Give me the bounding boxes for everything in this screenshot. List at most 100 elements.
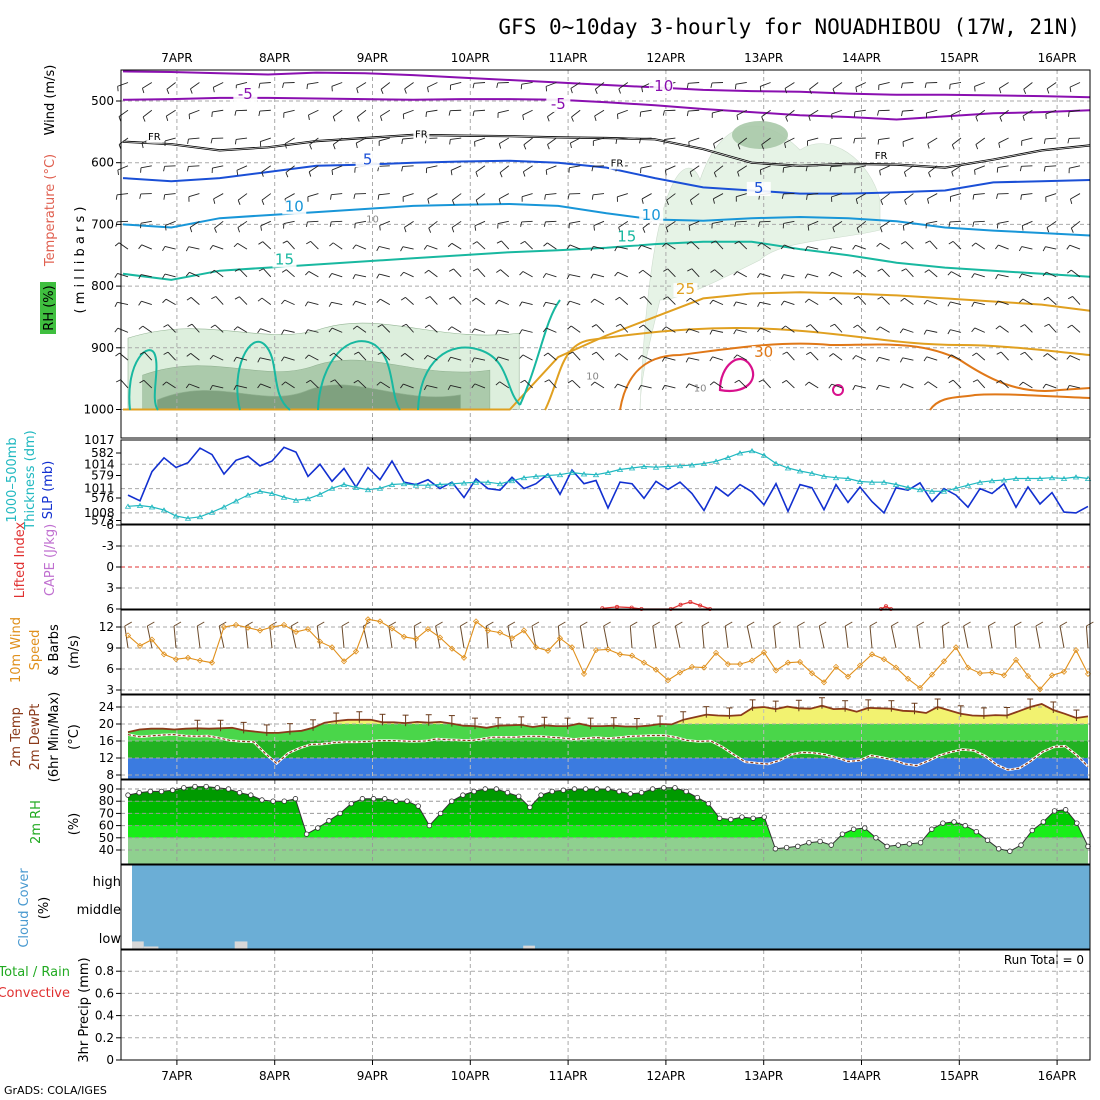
wind-barb-staff — [190, 352, 200, 361]
wind10-barb-flag — [630, 621, 638, 627]
wind10-point — [580, 670, 588, 677]
wind-barb-staff — [784, 244, 795, 250]
wind-barb-flag — [590, 273, 594, 279]
wind-barb-staff — [1045, 383, 1057, 389]
wind-barb-flag — [356, 88, 359, 94]
wind-barb-flag — [566, 274, 570, 280]
wind10-barb-flag — [845, 621, 853, 627]
wind-barb-flag — [710, 240, 716, 244]
wind-barb-flag — [496, 240, 502, 244]
wind-barb-staff — [690, 297, 700, 305]
wind-barb-flag — [733, 354, 738, 359]
wind10-point — [1072, 647, 1080, 654]
isotherm-25 — [123, 291, 1091, 411]
wind10-point — [148, 636, 156, 643]
wind-barb-flag — [661, 357, 666, 362]
wind-barb-staff — [998, 137, 1009, 144]
wind-barb-staff — [641, 193, 652, 200]
wind-barb-flag — [400, 271, 404, 277]
low-cloud-mark — [143, 946, 159, 949]
wind-barb-staff — [427, 82, 438, 88]
wind-barb-staff — [974, 327, 985, 333]
wind-barb-flag — [499, 172, 503, 178]
wind-barb-flag — [423, 355, 428, 360]
wind-barb-staff — [1022, 109, 1033, 117]
wind-barb-staff — [473, 109, 486, 112]
wind-barb-flag — [687, 268, 692, 272]
wind-barb-staff — [428, 324, 438, 333]
wind-barb-flag — [948, 221, 951, 227]
wind-barb-flag — [804, 273, 808, 279]
thickness-point — [340, 481, 348, 487]
cloud-level-label: middle — [77, 903, 121, 918]
wind-barb-staff — [569, 274, 581, 278]
rh2m-point — [315, 825, 321, 831]
wind-barb-staff — [1021, 137, 1033, 142]
wind-barb-flag — [761, 144, 764, 150]
wind-barb-flag — [951, 144, 955, 150]
wind-barb-staff — [237, 220, 248, 228]
wind-barb-flag — [853, 138, 856, 144]
wind-barb-flag — [471, 357, 475, 363]
wind-barb-flag — [281, 269, 287, 273]
wind10-point — [628, 652, 636, 659]
wind-barb-flag — [1020, 324, 1025, 328]
wind-barb-flag — [571, 116, 574, 122]
wind-barb-staff — [453, 268, 462, 278]
bottom-date-label: 12APR — [646, 1069, 685, 1083]
panel-frame — [120, 69, 1091, 439]
thickness-tick-label: 579 — [91, 469, 114, 483]
wind-barb-flag — [400, 353, 406, 357]
wind-barb-staff — [975, 137, 986, 145]
thickness-point — [400, 480, 408, 487]
wind-barb-flag — [757, 302, 761, 307]
wind-barb-flag — [139, 351, 145, 355]
wind10-point — [892, 664, 900, 671]
contour-label-bg — [233, 88, 258, 103]
wind-barb-staff — [379, 273, 390, 278]
wind-barb-staff — [664, 384, 676, 389]
wind-barb-flag — [380, 115, 383, 121]
wind-label-units: (m/s) — [67, 635, 82, 669]
rh2m-point — [817, 838, 823, 845]
wind-barb-flag — [141, 143, 144, 149]
contour-label-bg — [873, 147, 890, 162]
wind-barb-flag — [879, 170, 881, 176]
wind-barb-staff — [166, 109, 176, 117]
wind10-barb — [196, 625, 201, 649]
wind-barb-staff — [665, 242, 676, 250]
wind-barb-staff — [358, 351, 367, 361]
wind-barb-staff — [950, 82, 962, 85]
wind-barb-staff — [450, 165, 462, 171]
contour-label-bg — [746, 181, 771, 196]
wind-barb-flag — [832, 227, 835, 233]
rh2m-point — [672, 785, 678, 791]
thickness-point — [664, 463, 672, 469]
wind-barb-staff — [379, 246, 390, 250]
wind-barb-flag — [519, 354, 524, 359]
wind-barb-flag — [400, 383, 404, 389]
wind-barb-flag — [448, 268, 454, 272]
wind10-point — [568, 644, 576, 651]
wind-barb-staff — [1024, 351, 1033, 361]
wind-barb-flag — [328, 327, 333, 333]
rh-shading-upper-core — [732, 121, 788, 149]
wind-barb-staff — [974, 82, 985, 87]
precip-label-convective: Convective — [0, 986, 70, 1001]
y-tick-label: 3 — [106, 683, 114, 697]
wind-barb-staff — [307, 220, 319, 223]
wind-barb-flag — [281, 299, 285, 305]
wind-barb-staff — [547, 137, 557, 145]
wind-barb-flag — [139, 193, 142, 199]
wind10-barb-flag — [675, 621, 683, 627]
wind-barb-flag — [998, 142, 1001, 148]
thickness-point — [592, 471, 600, 478]
wind10-barb-flag — [988, 621, 996, 627]
rh-band — [128, 813, 1088, 826]
wind-barb-staff — [830, 165, 843, 167]
thickness-point — [952, 485, 960, 491]
wind-barb-flag — [971, 327, 976, 333]
wind-barb-staff — [879, 165, 890, 171]
wind-barb-staff — [689, 165, 700, 173]
wind10-point — [592, 647, 600, 654]
